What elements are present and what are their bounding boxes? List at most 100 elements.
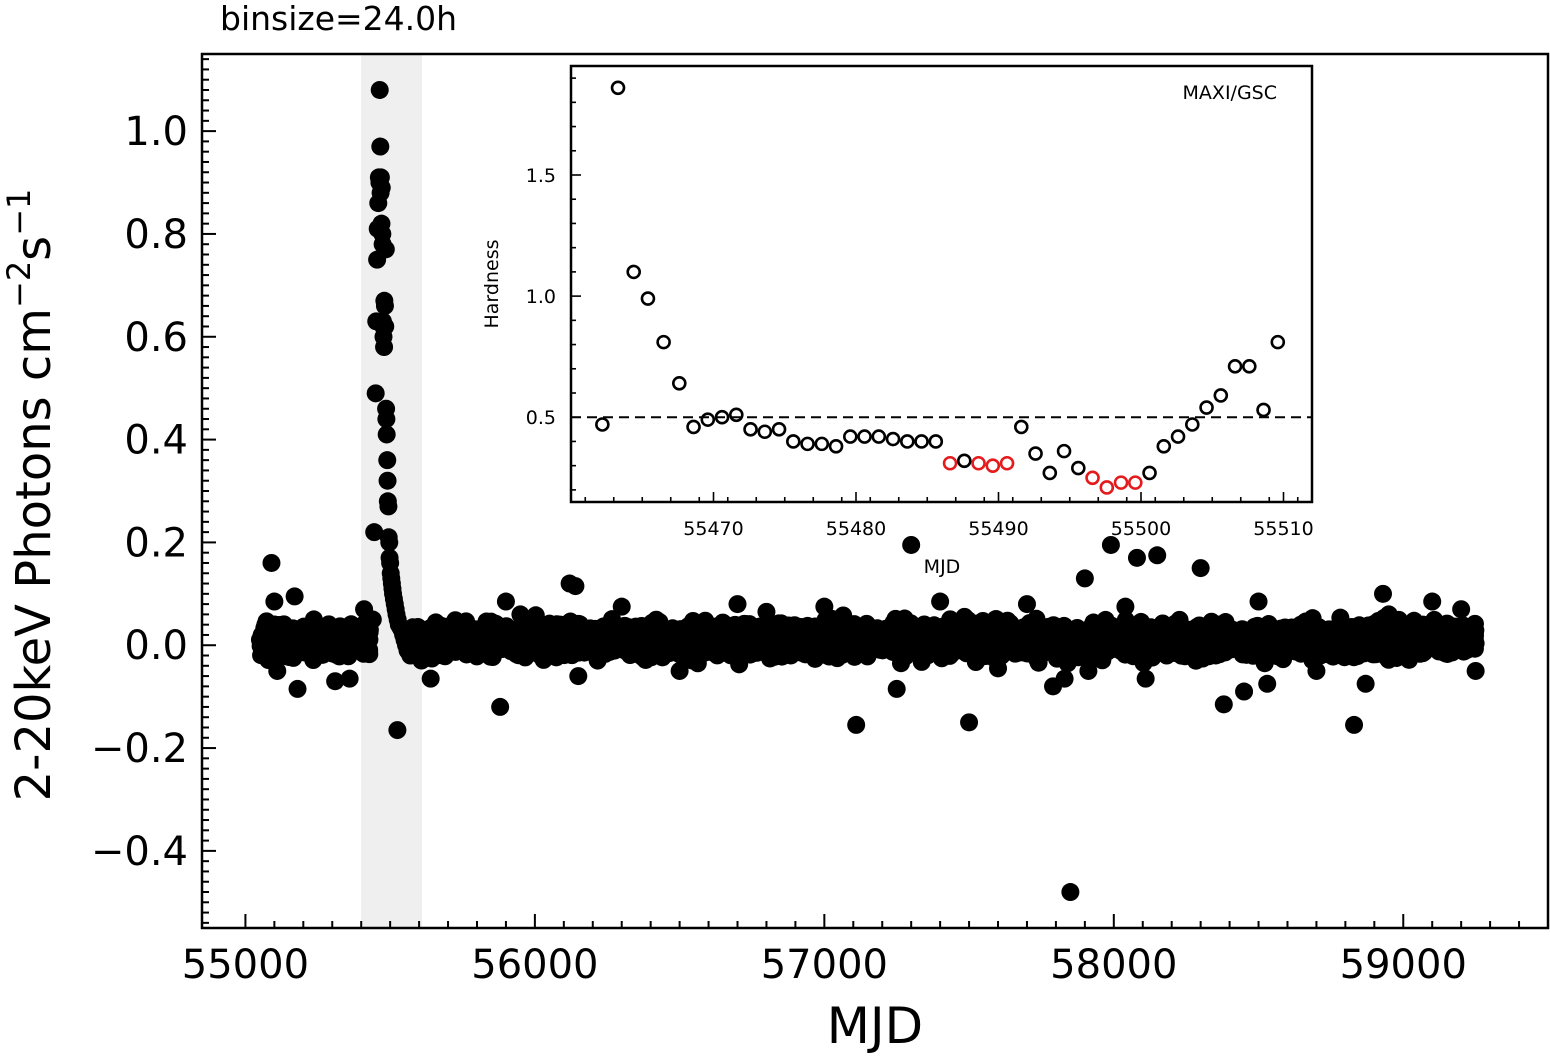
light-curve-point (1109, 623, 1128, 642)
light-curve-point (921, 633, 940, 652)
light-curve-point (1405, 639, 1424, 658)
light-curve-point (570, 615, 589, 634)
light-curve-point (670, 661, 689, 680)
light-curve-point (851, 622, 870, 641)
light-curve-point (887, 679, 906, 698)
light-curve-point (1101, 535, 1120, 554)
hardness-point (1056, 443, 1072, 459)
main-y-axis-label: 2-20keV Photons cm−2s−1 (0, 189, 62, 802)
light-curve-point (931, 592, 950, 611)
light-curve-point (1374, 584, 1393, 603)
y-tick-label: 0.6 (124, 315, 188, 361)
hardness-point (771, 422, 787, 437)
y-label-exp2: −1 (0, 189, 38, 236)
light-curve-point (1213, 629, 1232, 648)
y-tick-label: 0.2 (124, 520, 188, 566)
inset-x-axis: 55470 55480 55490 55500 55510 (584, 492, 1314, 540)
light-curve-point (1051, 633, 1070, 652)
light-curve-point (508, 637, 527, 656)
hardness-point (814, 436, 830, 452)
light-curve-point (989, 634, 1008, 653)
light-curve-point (380, 533, 399, 552)
hardness-point (1256, 402, 1271, 418)
light-curve-point (304, 610, 323, 629)
inset-y-tick-label: 1.5 (526, 165, 556, 187)
light-curve-point (960, 713, 979, 732)
light-curve-point (562, 646, 581, 665)
y-label-mid: s (6, 236, 62, 261)
light-curve-point (1017, 595, 1036, 614)
light-curve-point (268, 661, 287, 680)
light-curve-point (1307, 661, 1326, 680)
light-curve-point (299, 630, 318, 649)
hardness-point (714, 409, 730, 425)
light-curve-point (938, 642, 957, 661)
light-curve-point (485, 618, 504, 637)
light-curve-point (1210, 615, 1229, 634)
main-x-axis-label: MJD (827, 997, 923, 1055)
light-curve-point (841, 637, 860, 656)
light-curve-point (726, 615, 745, 634)
light-curve-point (363, 610, 382, 629)
hardness-point (1270, 334, 1286, 350)
hardness-point-highlighted (971, 455, 986, 471)
light-curve-point (365, 523, 384, 542)
light-curve-point (388, 721, 407, 740)
hardness-point (1199, 400, 1214, 415)
light-curve-point (1214, 695, 1233, 714)
light-curve-point (1191, 559, 1210, 578)
light-curve-point (1452, 600, 1471, 619)
light-curve-point (265, 615, 284, 634)
light-curve-point (597, 624, 616, 643)
hardness-point (1071, 460, 1086, 476)
light-curve-point (640, 622, 659, 641)
light-curve-point (1023, 637, 1042, 656)
light-curve-point (547, 638, 566, 657)
hardness-point (785, 434, 801, 449)
light-curve-point (886, 623, 905, 642)
light-curve-point (288, 679, 307, 698)
main-title: binsize=24.0h (220, 0, 457, 38)
light-curve-point (270, 640, 289, 659)
light-curve-point (1248, 632, 1267, 651)
light-curve-point (1379, 605, 1398, 624)
light-curve-point (1372, 633, 1391, 652)
hardness-point (626, 264, 642, 280)
hardness-point (610, 80, 626, 96)
light-curve-point (375, 338, 394, 357)
light-curve-point (1136, 669, 1155, 688)
light-curve-point (1356, 674, 1375, 693)
inset-background (571, 66, 1312, 502)
inset-x-tick-label: 55500 (1111, 518, 1171, 540)
light-curve-point (511, 605, 530, 624)
light-curve-point (1440, 616, 1459, 635)
light-curve-point (372, 178, 391, 197)
hardness-point (842, 429, 858, 444)
light-curve-point (252, 626, 271, 645)
light-curve-point (378, 471, 397, 490)
light-curve-point (1119, 644, 1138, 663)
hardness-point (899, 434, 915, 449)
hardness-point (1185, 417, 1200, 432)
hardness-inset-panel: 55470 55480 55490 55500 55510 0.5 1.0 1.5 MAXI… (481, 64, 1314, 578)
inset-plot-frame (569, 64, 1314, 504)
light-curve-point (874, 633, 893, 652)
light-curve-point (569, 667, 588, 686)
x-tick-label: 58000 (1050, 942, 1177, 988)
light-curve-point (815, 597, 834, 616)
light-curve-point (733, 639, 752, 658)
y-tick-label: 0.4 (124, 418, 188, 464)
light-curve-point (1340, 634, 1359, 653)
hardness-point (1227, 359, 1243, 374)
light-curve-point (377, 425, 396, 444)
hardness-point (1042, 465, 1058, 481)
hardness-point (656, 334, 671, 350)
light-curve-point (989, 659, 1008, 678)
light-curve-point (376, 240, 395, 259)
light-curve-point (955, 607, 974, 626)
hardness-point (757, 424, 773, 440)
hardness-point (728, 407, 744, 423)
inset-y-tick-label: 0.5 (526, 407, 556, 429)
main-x-axis: 55000 56000 57000 58000 59000 (182, 914, 1549, 988)
